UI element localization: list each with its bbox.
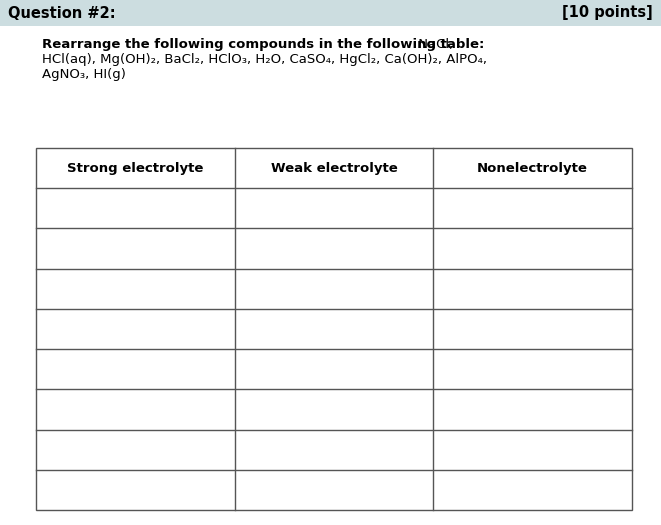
Text: Weak electrolyte: Weak electrolyte — [270, 162, 397, 175]
Bar — [0, 0, 661, 26]
Text: Strong electrolyte: Strong electrolyte — [67, 162, 204, 175]
Text: Question #2:: Question #2: — [8, 5, 116, 20]
Text: HCl(aq), Mg(OH)₂, BaCl₂, HClO₃, H₂O, CaSO₄, HgCl₂, Ca(OH)₂, AlPO₄,: HCl(aq), Mg(OH)₂, BaCl₂, HClO₃, H₂O, CaS… — [42, 53, 487, 66]
Text: Rearrange the following compounds in the following table:: Rearrange the following compounds in the… — [42, 38, 485, 51]
Text: AgNO₃, HI(g): AgNO₃, HI(g) — [42, 68, 126, 81]
Text: NaCl,: NaCl, — [414, 38, 453, 51]
Text: [10 points]: [10 points] — [563, 5, 653, 20]
Bar — [36, 148, 632, 510]
Text: Nonelectrolyte: Nonelectrolyte — [477, 162, 588, 175]
